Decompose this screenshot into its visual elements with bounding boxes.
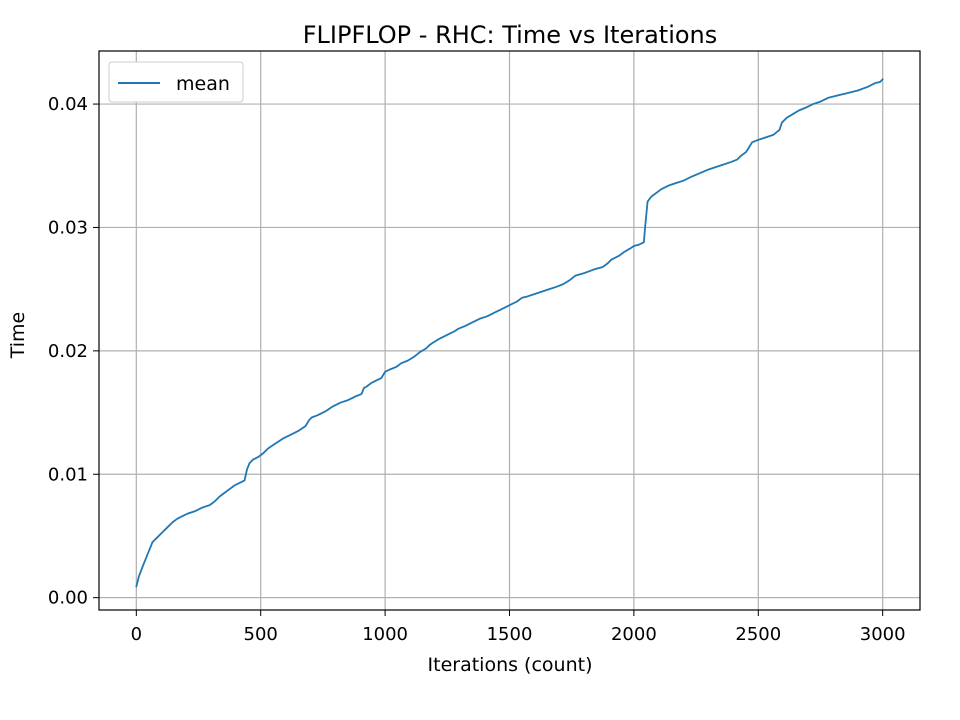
x-tick-label: 1500 [487, 624, 533, 645]
x-axis-ticks: 0 500 1000 1500 2000 2500 3000 [131, 610, 906, 645]
y-tick-label: 0.01 [48, 464, 88, 485]
x-tick-label: 1000 [362, 624, 408, 645]
series-line-mean [135, 78, 884, 588]
x-axis-label: Iterations (count) [428, 654, 593, 676]
x-tick-label: 3000 [860, 624, 906, 645]
x-tick-label: 2500 [735, 624, 781, 645]
y-tick-label: 0.02 [48, 341, 88, 362]
y-tick-label: 0.03 [48, 217, 88, 238]
grid-layer [99, 51, 920, 610]
x-tick-label: 500 [244, 624, 278, 645]
y-axis-label: Time [7, 312, 29, 360]
x-tick-label: 2000 [611, 624, 657, 645]
legend-label-mean: mean [176, 73, 230, 95]
y-tick-label: 0.04 [48, 94, 88, 115]
series-layer [135, 78, 884, 588]
chart-title: FLIPFLOP - RHC: Time vs Iterations [303, 21, 718, 49]
y-tick-label: 0.00 [48, 588, 88, 609]
legend-box [108, 61, 244, 103]
y-axis-ticks: 0.00 0.01 0.02 0.03 0.04 [48, 94, 99, 609]
legend: mean [108, 61, 244, 103]
x-tick-label: 0 [131, 624, 142, 645]
